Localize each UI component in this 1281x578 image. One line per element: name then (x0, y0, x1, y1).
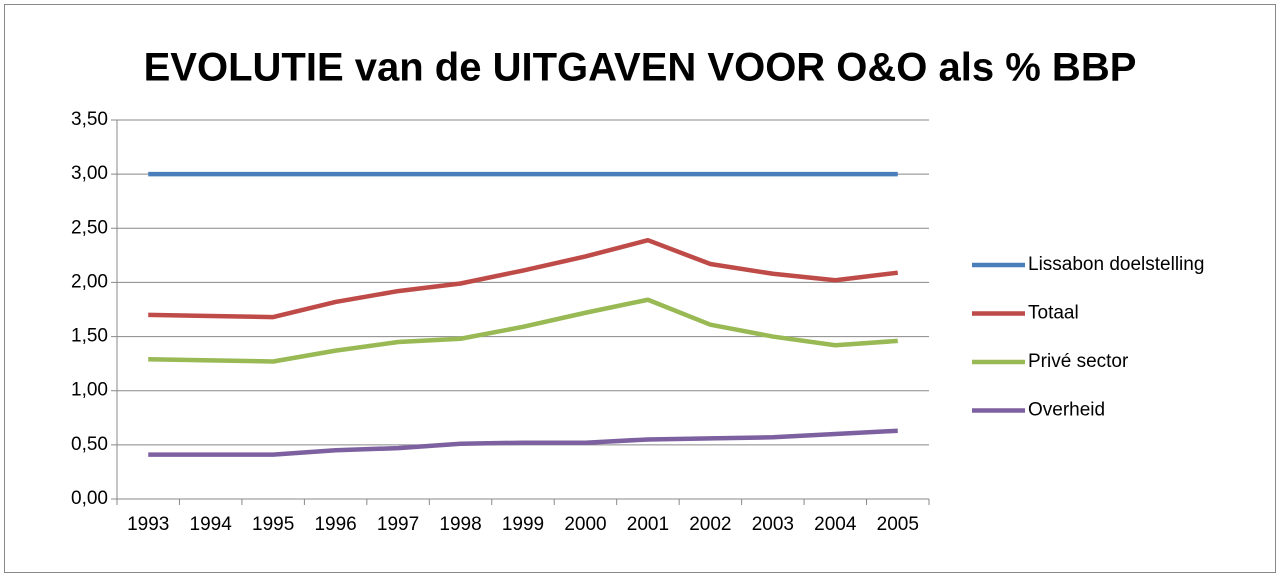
x-tick-label: 2001 (627, 514, 669, 535)
x-tick-label: 1993 (127, 514, 169, 535)
y-tick-label: 1,00 (71, 380, 108, 401)
x-tick-label: 2005 (877, 514, 919, 535)
x-tick-label: 1994 (190, 514, 233, 535)
y-tick-label: 3,50 (71, 109, 108, 130)
x-tick-label: 1997 (377, 514, 419, 535)
line-series (148, 237, 899, 320)
x-tick-label: 2003 (752, 514, 794, 535)
y-tick-label: 2,50 (71, 217, 108, 238)
y-tick-label: 1,50 (71, 326, 108, 347)
x-tick-label: 1998 (439, 514, 481, 535)
y-tick-label: 2,00 (71, 271, 108, 292)
x-tick-label: 1996 (314, 514, 356, 535)
legend-label: Privé sector (1028, 351, 1129, 372)
y-tick-label: 0,50 (71, 434, 108, 455)
y-tick-label: 0,00 (71, 488, 108, 509)
x-tick-label: 2002 (689, 514, 731, 535)
chart-border (4, 4, 1276, 573)
legend-label: Lissabon doelstelling (1028, 254, 1204, 275)
chart-title: EVOLUTIE van de UITGAVEN VOOR O&O als % … (144, 46, 1137, 90)
line-series (148, 297, 898, 364)
x-tick-label: 2004 (814, 514, 857, 535)
legend-label: Totaal (1028, 303, 1079, 324)
x-tick-label: 2000 (564, 514, 606, 535)
line-series (148, 428, 898, 457)
legend-label: Overheid (1028, 400, 1105, 421)
y-tick-label: 3,00 (71, 163, 108, 184)
x-tick-label: 1999 (502, 514, 544, 535)
x-tick-label: 1995 (252, 514, 294, 535)
